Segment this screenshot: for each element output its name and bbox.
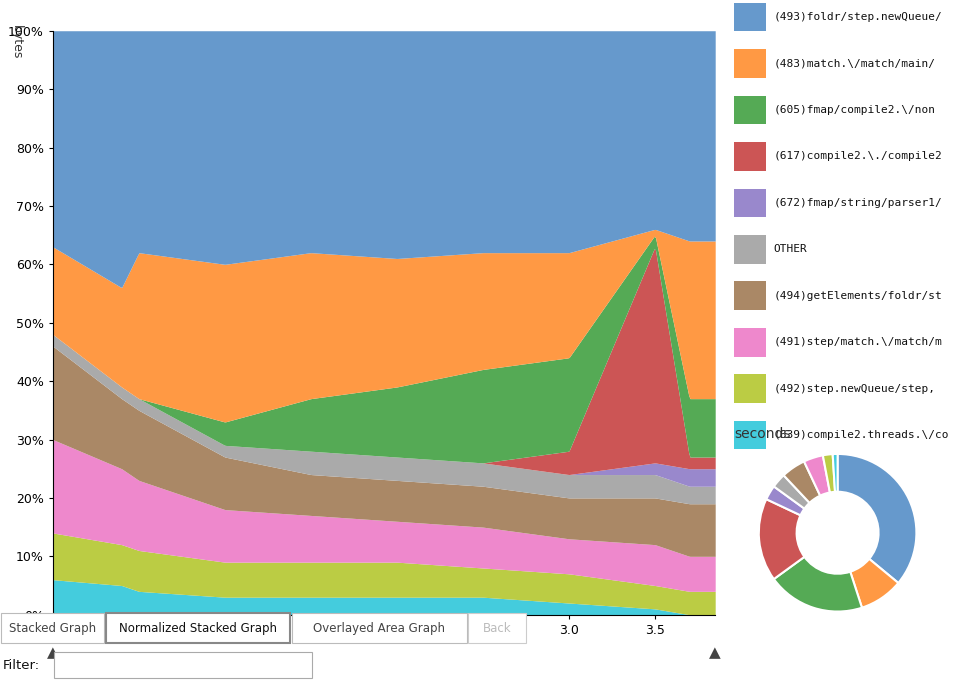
Text: Filter:: Filter: <box>3 659 40 673</box>
Text: (492)step.newQueue/step,: (492)step.newQueue/step, <box>774 384 936 393</box>
Wedge shape <box>783 462 820 503</box>
Wedge shape <box>758 499 804 579</box>
Text: (494)getElements/foldr/st: (494)getElements/foldr/st <box>774 291 943 301</box>
Text: Overlayed Area Graph: Overlayed Area Graph <box>313 622 445 635</box>
Text: Normalized Stacked Graph: Normalized Stacked Graph <box>119 622 276 635</box>
Text: Back: Back <box>483 622 512 635</box>
Wedge shape <box>774 475 809 509</box>
Wedge shape <box>823 454 835 492</box>
Text: (639)compile2.threads.\/co: (639)compile2.threads.\/co <box>774 430 949 440</box>
Text: (491)step/match.\/match/m: (491)step/match.\/match/m <box>774 337 943 347</box>
Text: seconds: seconds <box>734 427 791 441</box>
Text: bytes: bytes <box>10 25 23 59</box>
Text: ▲: ▲ <box>47 645 59 660</box>
Text: OTHER: OTHER <box>774 245 807 254</box>
Text: (483)match.\/match/main/: (483)match.\/match/main/ <box>774 59 936 68</box>
Text: (672)fmap/string/parser1/: (672)fmap/string/parser1/ <box>774 198 943 208</box>
Text: ▲: ▲ <box>709 645 721 660</box>
Text: (617)compile2.\./compile2: (617)compile2.\./compile2 <box>774 152 943 161</box>
Wedge shape <box>832 454 838 492</box>
Wedge shape <box>774 557 862 611</box>
Text: Stacked Graph: Stacked Graph <box>9 622 96 635</box>
Text: (493)foldr/step.newQueue/: (493)foldr/step.newQueue/ <box>774 12 943 22</box>
Wedge shape <box>837 454 917 583</box>
Wedge shape <box>804 456 830 496</box>
Wedge shape <box>766 486 804 515</box>
Text: (605)fmap/compile2.\/non: (605)fmap/compile2.\/non <box>774 105 936 115</box>
Wedge shape <box>851 559 899 608</box>
